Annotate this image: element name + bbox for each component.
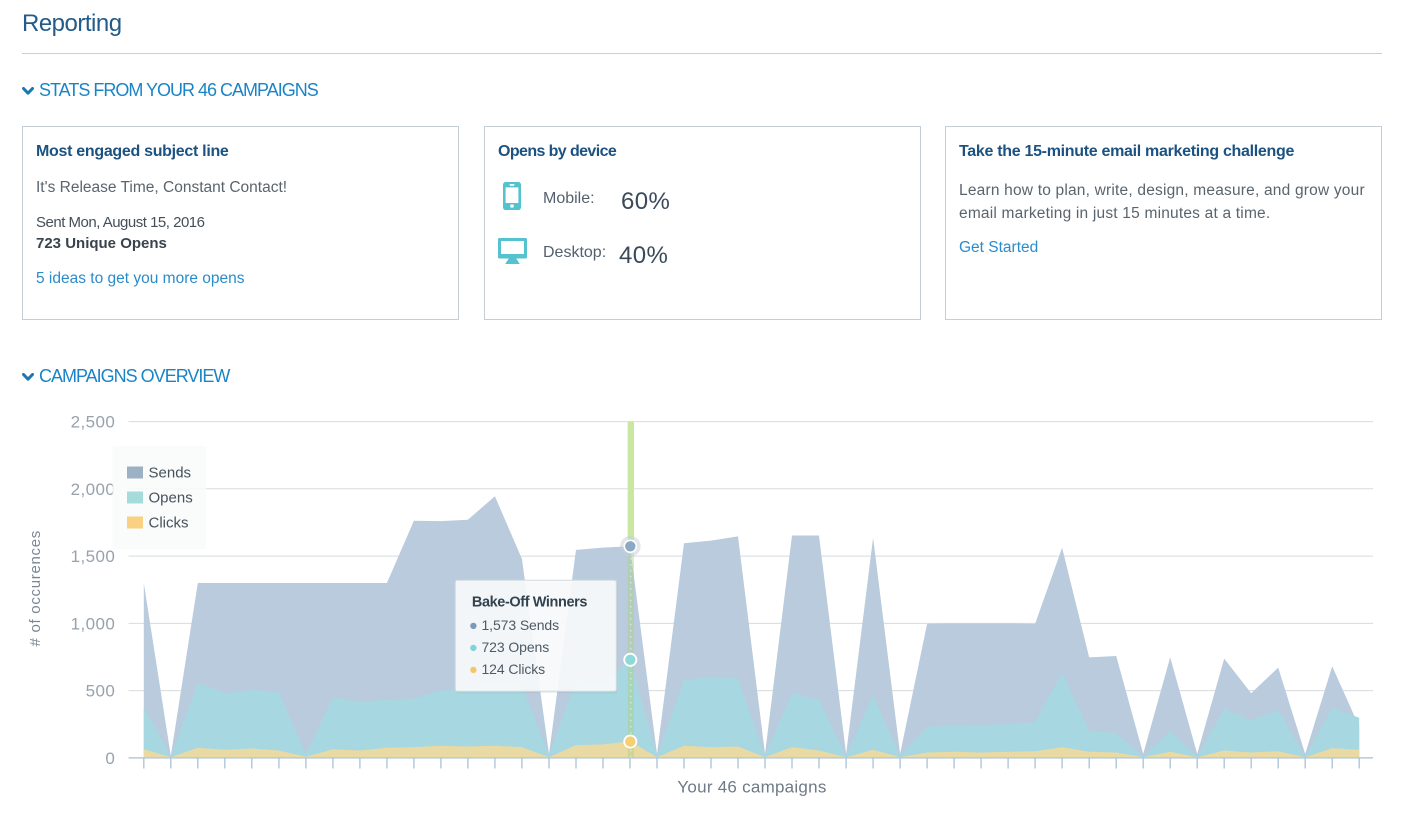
svg-text:1,573 Sends: 1,573 Sends [482,617,560,633]
svg-text:124 Clicks: 124 Clicks [482,661,546,677]
svg-text:Bake-Off Winners: Bake-Off Winners [472,594,587,610]
svg-text:723 Opens: 723 Opens [482,639,550,655]
svg-text:1,000: 1,000 [71,614,116,633]
svg-text:1,500: 1,500 [71,547,116,566]
svg-text:Sends: Sends [149,464,192,481]
svg-text:0: 0 [105,749,115,768]
svg-text:Opens: Opens [149,489,193,506]
svg-text:# of occurences: # of occurences [27,530,44,646]
svg-text:2,500: 2,500 [71,413,116,432]
svg-text:500: 500 [86,682,116,701]
svg-text:Your 46 campaigns: Your 46 campaigns [677,778,826,797]
svg-text:2,000: 2,000 [71,480,116,499]
svg-text:Clicks: Clicks [149,514,189,531]
